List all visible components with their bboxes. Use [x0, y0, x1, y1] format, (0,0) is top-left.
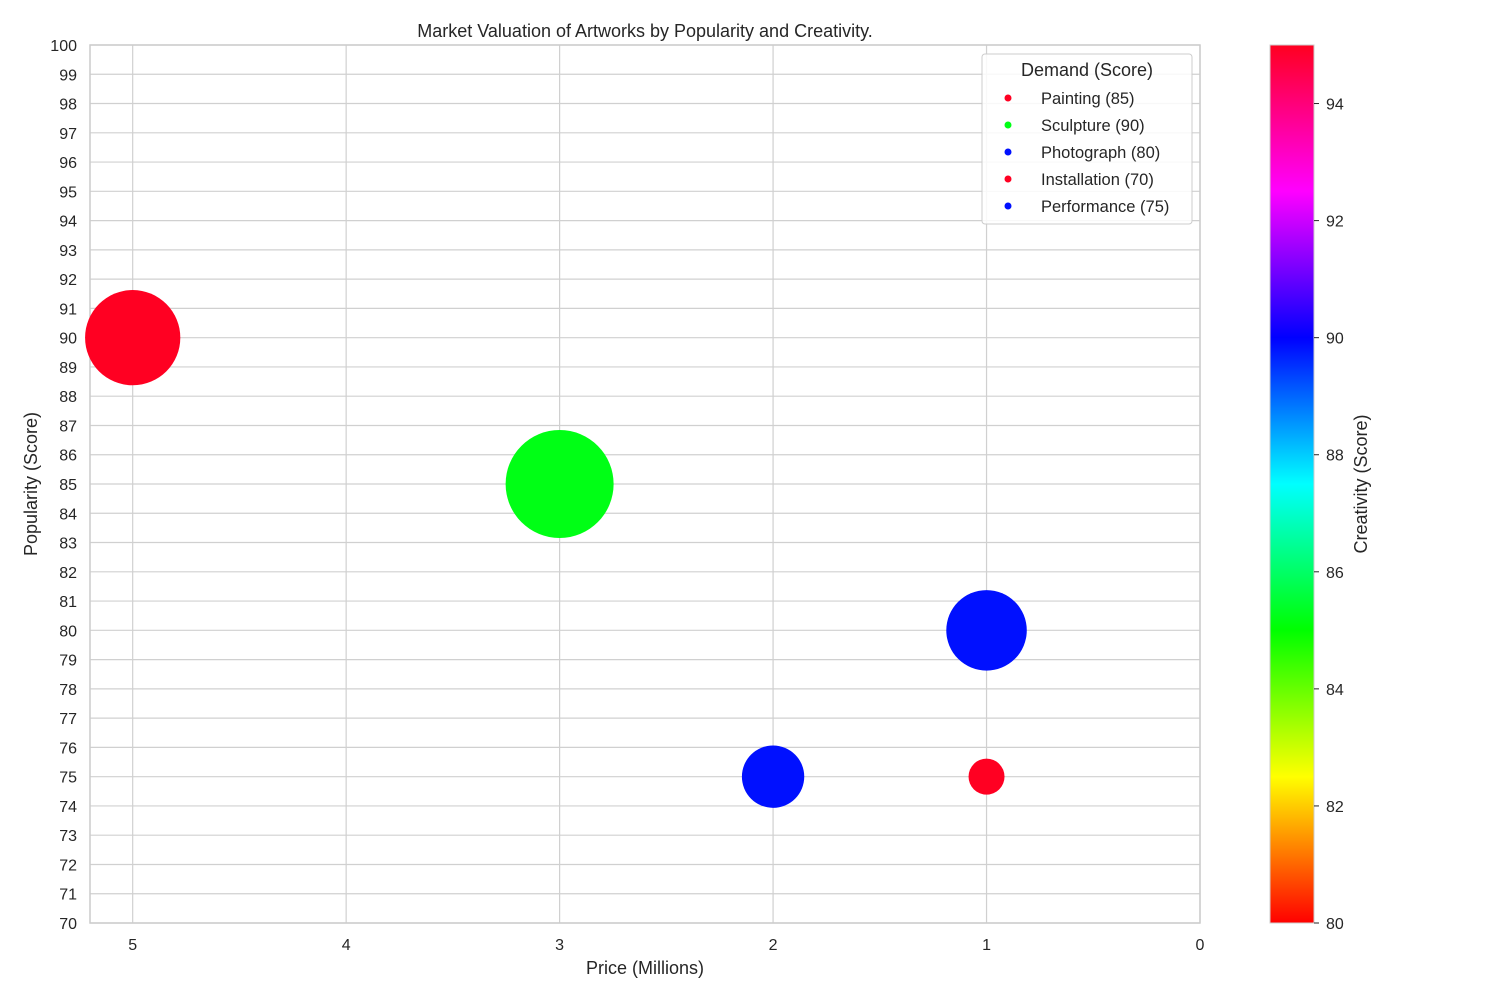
legend-label: Performance (75) [1041, 198, 1169, 216]
colorbar-tick-label: 86 [1326, 565, 1344, 582]
x-tick-labels: 5 4 3 2 1 0 [128, 937, 1204, 954]
colorbar-tick-label: 88 [1326, 448, 1344, 465]
bubble-marks [85, 290, 1027, 808]
y-tick-label: 75 [59, 770, 77, 787]
y-tick-label: 85 [59, 477, 77, 494]
colorbar: 80 82 84 86 88 90 92 94 Creativity (Score) [1269, 44, 1371, 933]
legend-marker [1004, 94, 1012, 102]
x-tick-label: 0 [1196, 937, 1205, 954]
y-tick-label: 93 [59, 243, 77, 260]
legend-box [981, 53, 1193, 225]
y-tick-labels: 70 71 72 73 74 75 76 77 78 79 80 81 82 83 84 85 86 87 88 89… [50, 38, 77, 933]
legend-entries: Painting (85) Sculpture (90) Photograph (8… [1004, 90, 1169, 216]
y-tick-label: 82 [59, 565, 77, 582]
legend-label: Painting (85) [1041, 90, 1135, 108]
legend-label: Installation (70) [1041, 171, 1154, 189]
x-tick-label: 1 [982, 937, 991, 954]
y-tick-label: 97 [59, 126, 77, 143]
y-tick-label: 83 [59, 536, 77, 553]
chart-title: Market Valuation of Artworks by Populari… [417, 21, 873, 41]
y-tick-label: 91 [59, 301, 77, 318]
y-tick-label: 88 [59, 389, 77, 406]
plot-border [89, 44, 1201, 924]
y-tick-label: 90 [59, 331, 77, 348]
y-tick-label: 74 [59, 799, 77, 816]
x-tick-label: 2 [769, 937, 778, 954]
bubble-photograph [946, 590, 1027, 671]
y-tick-label: 72 [59, 857, 77, 874]
y-tick-label: 89 [59, 360, 77, 377]
y-tick-label: 70 [59, 916, 77, 933]
y-tick-label: 96 [59, 155, 77, 172]
y-tick-label: 73 [59, 828, 77, 845]
legend-label: Photograph (80) [1041, 144, 1160, 162]
colorbar-tick-label: 92 [1326, 214, 1344, 231]
y-tick-label: 98 [59, 97, 77, 114]
colorbar-tick-label: 90 [1326, 331, 1344, 348]
bubble-painting [85, 290, 181, 386]
y-tick-label: 87 [59, 418, 77, 435]
colorbar-tick-label: 84 [1326, 682, 1344, 699]
legend-marker [1004, 202, 1012, 210]
colorbar-gradient [1269, 44, 1315, 924]
y-axis-label: Popularity (Score) [21, 412, 41, 556]
legend-title: Demand (Score) [1021, 60, 1153, 80]
y-tick-label: 100 [50, 38, 77, 55]
colorbar-tick-label: 82 [1326, 799, 1344, 816]
legend-marker [1004, 121, 1012, 129]
x-tick-label: 5 [128, 937, 137, 954]
bubble-installation [968, 758, 1005, 795]
y-tick-label: 76 [59, 740, 77, 757]
colorbar-ticks: 80 82 84 86 88 90 92 94 [1314, 97, 1344, 933]
legend: Demand (Score) Painting (85) Sculpture (9… [981, 53, 1193, 225]
y-tick-label: 81 [59, 594, 77, 611]
y-tick-label: 92 [59, 272, 77, 289]
y-tick-label: 94 [59, 214, 77, 231]
y-tick-label: 79 [59, 653, 77, 670]
y-tick-label: 86 [59, 448, 77, 465]
colorbar-tick-label: 94 [1326, 97, 1344, 114]
colorbar-label: Creativity (Score) [1351, 414, 1371, 553]
y-tick-label: 95 [59, 184, 77, 201]
colorbar-tick-label: 80 [1326, 916, 1344, 933]
y-tick-label: 84 [59, 506, 77, 523]
y-tick-label: 77 [59, 711, 77, 728]
bubble-performance [741, 745, 805, 808]
legend-marker [1004, 148, 1012, 156]
bubble-sculpture [505, 430, 614, 538]
x-tick-label: 4 [342, 937, 351, 954]
y-tick-label: 78 [59, 682, 77, 699]
plot-frame [89, 44, 1201, 924]
y-tick-label: 71 [59, 887, 77, 904]
legend-marker [1004, 175, 1012, 183]
y-tick-label: 99 [59, 67, 77, 84]
x-axis-label: Price (Millions) [586, 958, 704, 978]
y-tick-label: 80 [59, 623, 77, 640]
x-tick-label: 3 [555, 937, 564, 954]
legend-label: Sculpture (90) [1041, 117, 1145, 135]
